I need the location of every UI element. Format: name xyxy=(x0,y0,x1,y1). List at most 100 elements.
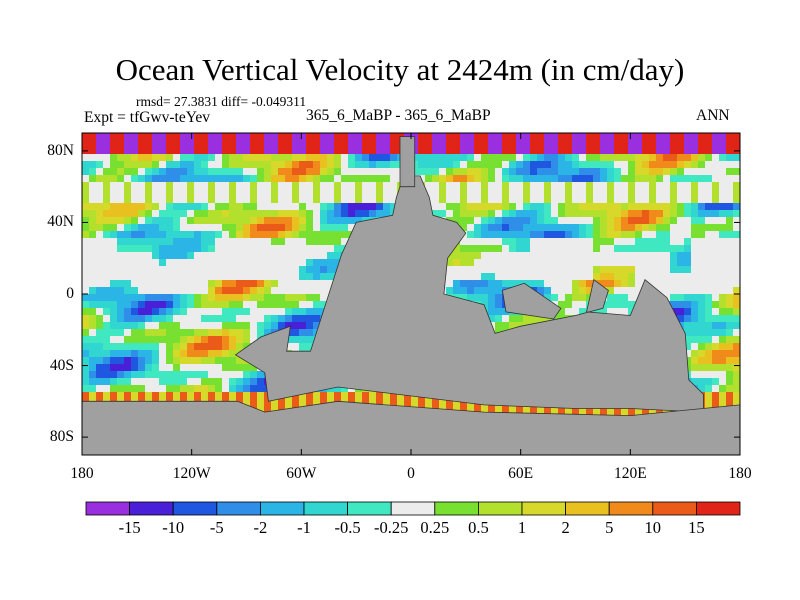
field-cell xyxy=(446,210,454,218)
field-cell xyxy=(362,147,370,155)
field-cell xyxy=(481,273,489,281)
field-cell xyxy=(278,399,286,407)
field-cell xyxy=(712,147,720,155)
field-cell xyxy=(285,294,293,302)
field-cell xyxy=(103,182,111,190)
field-cell xyxy=(159,392,167,400)
field-cell xyxy=(712,343,720,351)
field-cell xyxy=(243,154,251,162)
field-cell xyxy=(138,196,146,204)
field-cell xyxy=(194,154,202,162)
field-cell xyxy=(565,133,573,141)
field-cell xyxy=(96,322,104,330)
field-cell xyxy=(649,259,657,267)
field-cell xyxy=(579,406,587,414)
field-cell xyxy=(201,196,209,204)
field-cell xyxy=(586,140,594,148)
field-cell xyxy=(278,259,286,267)
field-cell xyxy=(264,238,272,246)
field-cell xyxy=(222,231,230,239)
field-cell xyxy=(691,350,699,358)
field-cell xyxy=(194,280,202,288)
field-cell xyxy=(481,266,489,274)
field-cell xyxy=(418,161,426,169)
field-cell xyxy=(313,273,321,281)
field-cell xyxy=(110,385,118,393)
field-cell xyxy=(684,140,692,148)
field-cell xyxy=(579,231,587,239)
field-cell xyxy=(453,203,461,211)
field-cell xyxy=(117,336,125,344)
field-cell xyxy=(236,154,244,162)
field-cell xyxy=(460,161,468,169)
field-cell xyxy=(488,231,496,239)
field-cell xyxy=(250,140,258,148)
field-cell xyxy=(558,203,566,211)
field-cell xyxy=(82,252,90,260)
field-cell xyxy=(299,133,307,141)
field-cell xyxy=(180,385,188,393)
field-cell xyxy=(558,280,566,288)
field-cell xyxy=(292,273,300,281)
field-cell xyxy=(187,147,195,155)
field-cell xyxy=(194,168,202,176)
field-cell xyxy=(719,273,727,281)
field-cell xyxy=(495,259,503,267)
field-cell xyxy=(124,378,132,386)
field-cell xyxy=(460,245,468,253)
field-cell xyxy=(712,294,720,302)
field-cell xyxy=(187,350,195,358)
field-cell xyxy=(180,322,188,330)
field-cell xyxy=(607,161,615,169)
field-cell xyxy=(145,259,153,267)
field-cell xyxy=(96,280,104,288)
field-cell xyxy=(110,336,118,344)
field-cell xyxy=(481,245,489,253)
field-cell xyxy=(691,196,699,204)
field-cell xyxy=(551,252,559,260)
field-cell xyxy=(173,147,181,155)
field-cell xyxy=(705,399,713,407)
field-cell xyxy=(327,210,335,218)
field-cell xyxy=(558,133,566,141)
field-cell xyxy=(572,245,580,253)
field-cell xyxy=(110,154,118,162)
field-cell xyxy=(82,203,90,211)
field-cell xyxy=(131,378,139,386)
field-cell xyxy=(705,287,713,295)
field-cell xyxy=(222,378,230,386)
field-cell xyxy=(292,133,300,141)
field-cell xyxy=(180,371,188,379)
field-cell xyxy=(166,210,174,218)
field-cell xyxy=(705,238,713,246)
field-cell xyxy=(124,280,132,288)
field-cell xyxy=(642,266,650,274)
field-cell xyxy=(117,280,125,288)
field-cell xyxy=(229,189,237,197)
field-cell xyxy=(271,189,279,197)
field-cell xyxy=(509,203,517,211)
field-cell xyxy=(243,182,251,190)
field-cell xyxy=(215,350,223,358)
field-cell xyxy=(285,315,293,323)
field-cell xyxy=(145,329,153,337)
field-cell xyxy=(467,224,475,232)
field-cell xyxy=(684,196,692,204)
field-cell xyxy=(593,196,601,204)
field-cell xyxy=(530,140,538,148)
field-cell xyxy=(173,203,181,211)
field-cell xyxy=(656,140,664,148)
field-cell xyxy=(677,294,685,302)
field-cell xyxy=(229,329,237,337)
field-cell xyxy=(243,140,251,148)
field-cell xyxy=(138,322,146,330)
field-cell xyxy=(117,182,125,190)
field-cell xyxy=(334,385,342,393)
field-cell xyxy=(523,266,531,274)
field-cell xyxy=(145,315,153,323)
field-cell xyxy=(677,217,685,225)
field-cell xyxy=(670,196,678,204)
field-cell xyxy=(306,273,314,281)
field-cell xyxy=(292,140,300,148)
field-cell xyxy=(733,287,740,295)
